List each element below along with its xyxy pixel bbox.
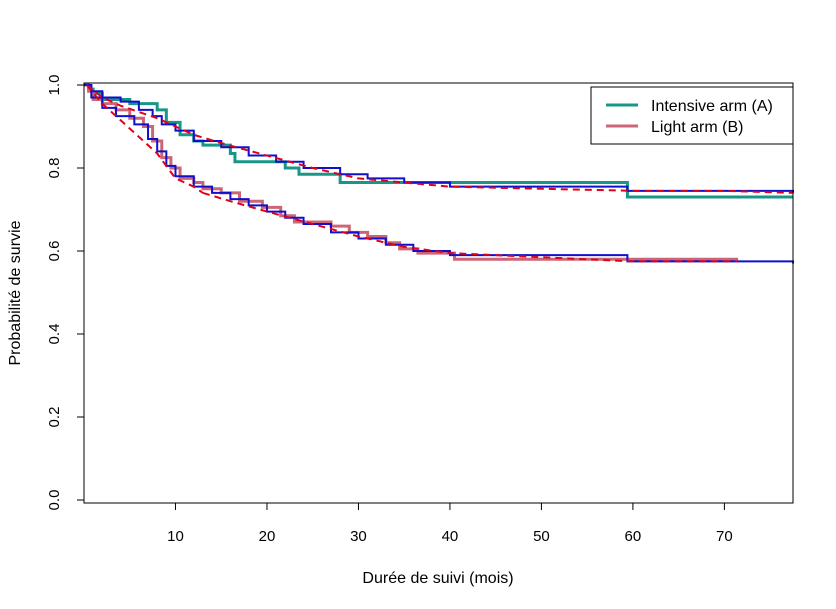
series-line-2: [84, 84, 794, 193]
y-axis-title: Probabilité de survie: [7, 220, 24, 365]
legend-label-light: Light arm (B): [651, 119, 743, 136]
y-tick-label: 0.8: [46, 158, 63, 179]
y-tick-label: 0.2: [46, 407, 63, 428]
y-tick-label: 1.0: [46, 75, 63, 96]
y-tick-label: 0.4: [46, 324, 63, 345]
y-tick-label: 0.0: [46, 490, 63, 511]
x-tick-label: 40: [442, 528, 459, 545]
x-tick-label: 20: [259, 528, 276, 545]
x-axis-title: Durée de suivi (mois): [362, 570, 513, 587]
legend-box: [590, 86, 794, 145]
x-tick-label: 30: [350, 528, 367, 545]
series-line-3: [84, 84, 794, 264]
legend-label-intensive: Intensive arm (A): [651, 98, 773, 115]
x-axis: 10 20 30 40 50 60 70: [167, 503, 733, 545]
x-tick-label: 50: [533, 528, 550, 545]
y-tick-label: 0.6: [46, 241, 63, 262]
curves-layer: [84, 83, 794, 264]
x-tick-label: 70: [716, 528, 733, 545]
legend: Intensive arm (A) Light arm (B): [590, 86, 794, 145]
series-line-6: [202, 191, 739, 263]
plot-frame: [83, 82, 794, 504]
x-tick-label: 10: [167, 528, 184, 545]
y-axis: 0.0 0.2 0.4 0.6 0.8 1.0: [46, 75, 84, 511]
series-line-4: [86, 84, 794, 194]
series-line-5: [85, 84, 204, 194]
x-tick-label: 60: [625, 528, 642, 545]
